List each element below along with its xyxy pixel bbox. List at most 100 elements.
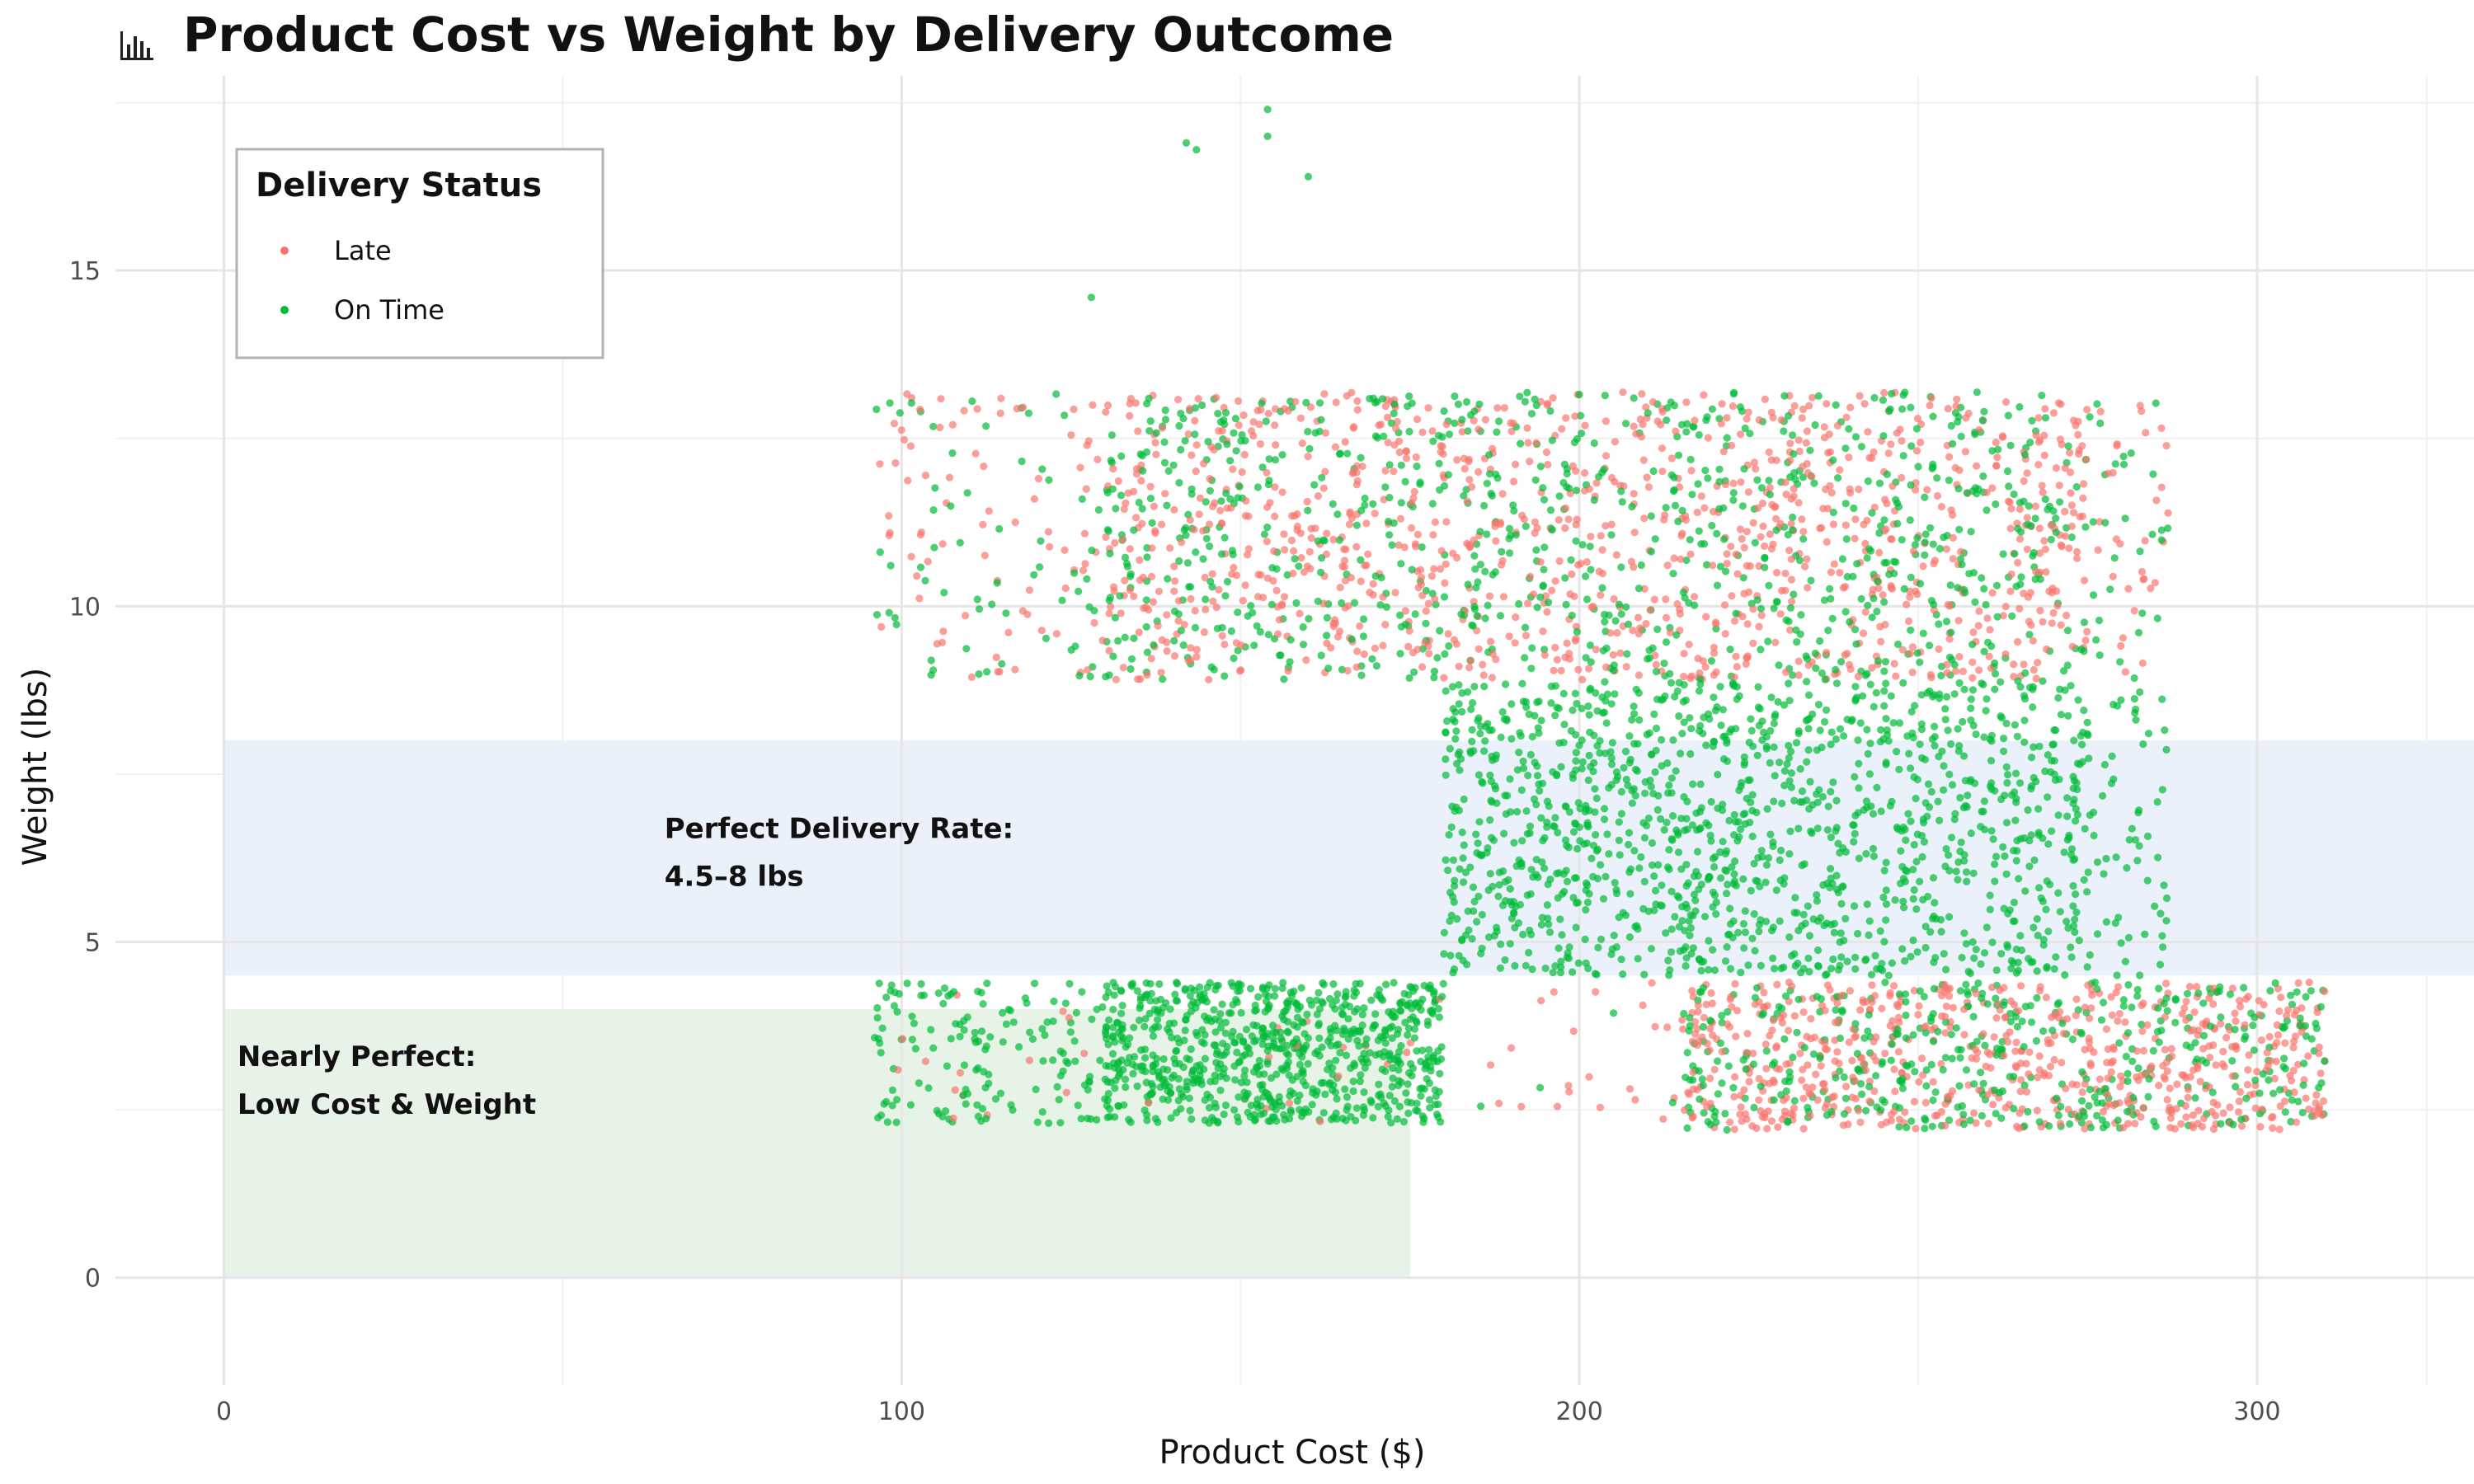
point-on-time xyxy=(2063,627,2072,635)
point-on-time xyxy=(2067,953,2076,961)
point-on-time xyxy=(1145,394,1153,402)
point-on-time xyxy=(1557,963,1565,971)
point-late xyxy=(1475,467,1483,477)
point-late xyxy=(1285,1099,1294,1107)
point-on-time xyxy=(1157,1009,1165,1017)
point-on-time xyxy=(1622,603,1630,611)
point-late xyxy=(1700,391,1708,399)
point-late xyxy=(1829,520,1837,528)
point-on-time xyxy=(1746,776,1754,784)
point-late xyxy=(1218,632,1226,640)
point-on-time xyxy=(1888,797,1896,805)
point-on-time xyxy=(1327,1028,1335,1036)
point-on-time xyxy=(1062,1057,1070,1065)
point-on-time xyxy=(1987,827,1996,835)
point-on-time xyxy=(1832,885,1841,894)
point-on-time xyxy=(1461,868,1470,876)
point-late xyxy=(2121,668,2129,676)
point-late xyxy=(1629,627,1637,635)
point-on-time xyxy=(1449,969,1457,977)
point-late xyxy=(1227,504,1235,512)
point-late xyxy=(1405,627,1413,635)
point-on-time xyxy=(1167,1114,1175,1122)
point-on-time xyxy=(1451,717,1459,726)
point-on-time xyxy=(1505,534,1513,542)
point-on-time xyxy=(1812,664,1820,673)
point-on-time xyxy=(1792,626,1800,634)
point-on-time xyxy=(1584,702,1592,711)
point-on-time xyxy=(1147,989,1155,998)
point-on-time xyxy=(1862,850,1870,858)
point-on-time xyxy=(2153,798,2161,806)
point-on-time xyxy=(1052,390,1061,398)
point-on-time xyxy=(1369,1024,1377,1032)
point-on-time xyxy=(1559,870,1568,878)
point-late xyxy=(1742,660,1750,669)
point-on-time xyxy=(896,409,904,417)
point-on-time xyxy=(1863,726,1871,734)
point-on-time xyxy=(1435,459,1443,467)
point-on-time xyxy=(1874,577,1882,585)
point-late xyxy=(1649,398,1658,406)
point-on-time xyxy=(1631,765,1639,773)
point-on-time xyxy=(1456,748,1464,756)
point-late xyxy=(1465,455,1473,464)
point-late xyxy=(1402,447,1410,456)
point-late xyxy=(1876,622,1884,631)
point-late xyxy=(1949,533,1957,542)
point-on-time xyxy=(927,656,935,665)
point-on-time xyxy=(963,489,971,497)
point-on-time xyxy=(1560,460,1569,469)
point-late xyxy=(1109,465,1117,473)
point-on-time xyxy=(1804,746,1813,754)
point-late xyxy=(1413,646,1422,654)
point-on-time xyxy=(1851,829,1859,838)
point-on-time xyxy=(1716,1039,1725,1047)
point-on-time xyxy=(1986,905,1994,913)
point-on-time xyxy=(1998,1087,2006,1096)
point-late xyxy=(1555,556,1564,566)
point-on-time xyxy=(1926,641,1934,650)
point-late xyxy=(1823,1045,1832,1054)
point-on-time xyxy=(1686,714,1694,722)
point-on-time xyxy=(1263,524,1272,532)
point-on-time xyxy=(1545,802,1553,810)
point-on-time xyxy=(1436,627,1444,635)
point-on-time xyxy=(1584,965,1592,973)
point-on-time xyxy=(1689,912,1697,920)
point-on-time xyxy=(2067,533,2076,542)
point-late xyxy=(1652,660,1660,669)
point-on-time xyxy=(1658,735,1666,744)
point-late xyxy=(2073,547,2081,556)
point-on-time xyxy=(1442,771,1450,779)
point-on-time xyxy=(2095,616,2104,625)
point-on-time xyxy=(1263,1059,1272,1068)
point-late xyxy=(1174,597,1183,605)
point-on-time xyxy=(1967,829,1975,838)
point-on-time xyxy=(1748,934,1757,942)
point-on-time xyxy=(1856,719,1865,727)
point-on-time xyxy=(1526,750,1535,759)
point-on-time xyxy=(1233,1048,1241,1057)
point-late xyxy=(1975,607,1983,616)
point-on-time xyxy=(1735,692,1743,700)
point-late xyxy=(1988,589,1997,597)
point-on-time xyxy=(2162,745,2171,754)
point-on-time xyxy=(1625,829,1634,837)
point-on-time xyxy=(1271,456,1280,464)
point-on-time xyxy=(1237,437,1245,445)
point-on-time xyxy=(1280,675,1288,683)
point-late xyxy=(1957,547,1965,556)
point-late xyxy=(2139,1046,2148,1055)
point-late xyxy=(1750,458,1758,467)
point-on-time xyxy=(2003,467,2012,476)
point-on-time xyxy=(2124,1077,2132,1086)
point-on-time xyxy=(1191,623,1199,632)
point-late xyxy=(1264,410,1272,418)
point-on-time xyxy=(1208,583,1216,591)
point-on-time xyxy=(1774,697,1782,707)
point-on-time xyxy=(882,993,891,1002)
point-on-time xyxy=(1153,1054,1161,1063)
point-on-time xyxy=(1715,465,1724,473)
point-late xyxy=(1290,547,1298,556)
